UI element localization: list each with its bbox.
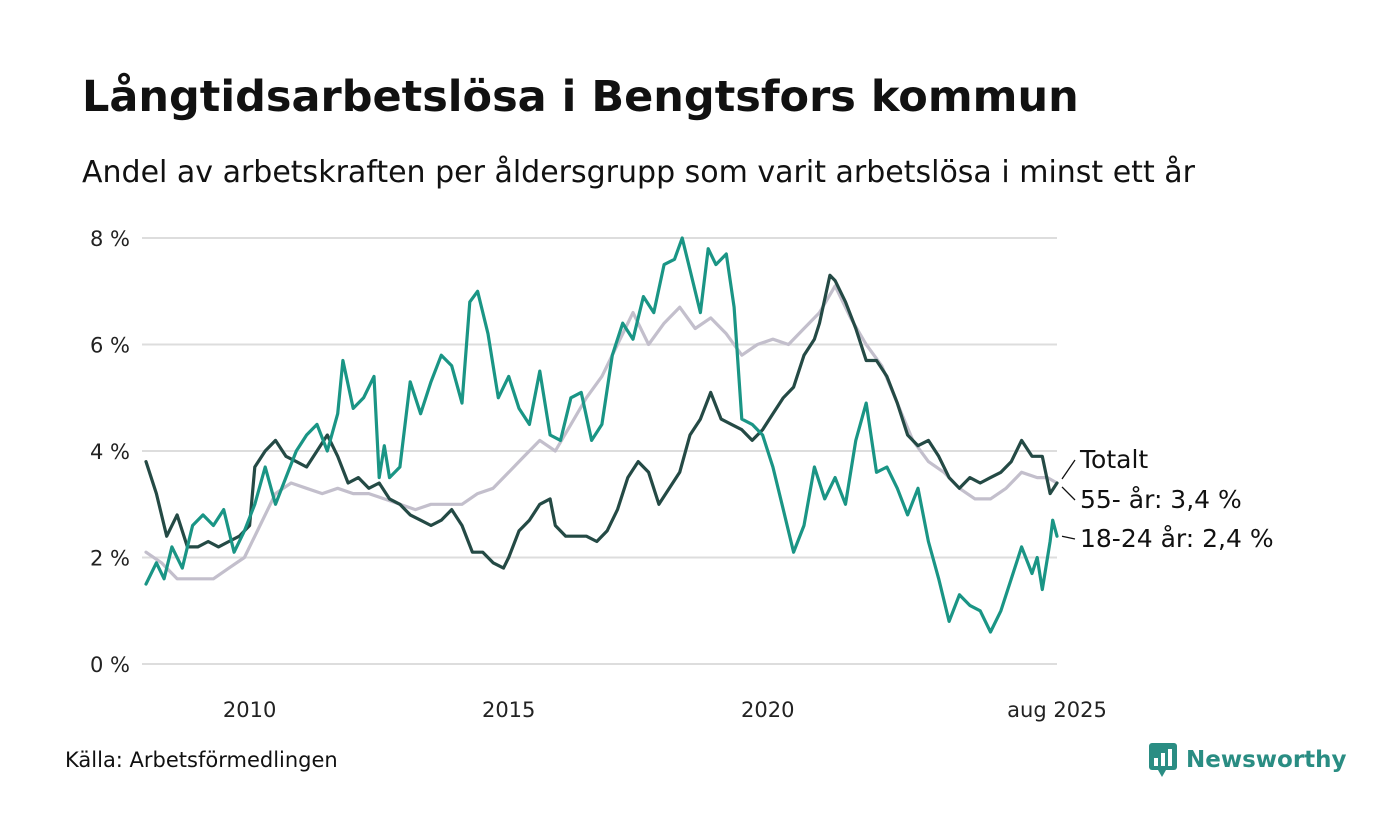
leader-line bbox=[1061, 459, 1076, 480]
end-labels: Totalt 55- år: 3,4 % 18-24 år: 2,4 % bbox=[1061, 445, 1274, 553]
brand-name: Newsworthy bbox=[1186, 747, 1347, 773]
gridlines bbox=[142, 237, 1057, 665]
leader-line bbox=[1061, 486, 1076, 501]
x-tick-label: aug 2025 bbox=[1007, 698, 1107, 722]
chart-title: Långtidsarbetslösa i Bengtsfors kommun bbox=[82, 72, 1079, 122]
chart-subtitle: Andel av arbetskraften per åldersgrupp s… bbox=[82, 155, 1195, 190]
end-label-55-r: 55- år: 3,4 % bbox=[1080, 485, 1242, 514]
newsworthy-logo-icon bbox=[1149, 743, 1177, 777]
x-tick-label: 2010 bbox=[223, 698, 276, 722]
y-tick-label: 4 % bbox=[90, 440, 130, 464]
x-tick-label: 2020 bbox=[741, 698, 794, 722]
y-tick-label: 6 % bbox=[90, 334, 130, 358]
source-note: Källa: Arbetsförmedlingen bbox=[65, 748, 338, 772]
end-label-totalt: Totalt bbox=[1079, 445, 1148, 474]
y-tick-label: 2 % bbox=[90, 547, 130, 571]
series-line-55-r bbox=[144, 273, 1059, 570]
end-label-18-24-r: 18-24 år: 2,4 % bbox=[1080, 524, 1274, 553]
y-tick-label: 8 % bbox=[90, 227, 130, 251]
x-axis-ticks: 2010 2015 2020 aug 2025 bbox=[223, 698, 1107, 722]
series-lines bbox=[144, 236, 1059, 634]
y-tick-label: 0 % bbox=[90, 653, 130, 677]
leader-line bbox=[1061, 535, 1076, 540]
y-axis-ticks: 0 % 2 % 4 % 6 % 8 % bbox=[90, 227, 130, 677]
series-line-18-24-r bbox=[144, 236, 1059, 634]
x-tick-label: 2015 bbox=[482, 698, 535, 722]
brand-logo: Newsworthy bbox=[1148, 742, 1347, 778]
